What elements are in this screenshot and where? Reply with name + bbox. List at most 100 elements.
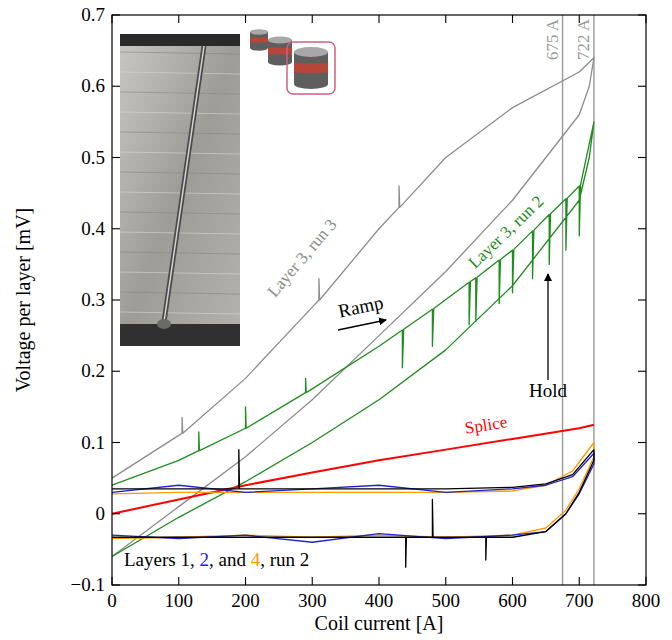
y-tick [112,442,120,443]
ticks [112,15,646,585]
y-tick [638,513,646,514]
photo-ground [120,34,240,346]
x-tick-label: 200 [231,590,260,611]
background [0,0,672,640]
x-tick [245,15,246,23]
y-tick [638,584,646,585]
x-tick [178,577,179,585]
y-tick-label: 0.1 [81,432,105,453]
annotation-arrow [338,320,386,330]
series-label: Layer 3, run 3 [264,215,341,301]
x-tick [312,15,313,23]
coil-highlight [287,42,335,94]
y-tick [112,228,120,229]
series-label: Layer 3, run 2 [465,192,548,272]
coil-band [268,48,292,55]
y-tick-label: 0.5 [81,147,105,168]
y-tick [638,371,646,372]
series-line [112,58,594,557]
coil-top [250,29,268,34]
x-tick [111,577,112,585]
annotation-part: 4 [251,549,261,570]
coil-band [250,38,268,43]
x-tick [378,15,379,23]
x-tick [111,15,112,23]
plot-frame [112,15,646,585]
coil-top [294,47,328,57]
photo-streak [120,232,240,234]
annotation-part: Layers 1, [124,549,199,570]
x-tick-label: 500 [432,590,461,611]
x-tick [312,577,313,585]
annotation-part: , run 2 [260,549,309,570]
annotation-text: Layers 1, 2, and 4, run 2 [124,549,309,570]
y-tick-label: 0.3 [81,289,105,310]
y-tick [638,157,646,158]
x-tick [579,577,580,585]
x-tick [245,577,246,585]
series-label: Splice [464,412,509,437]
y-tick [638,299,646,300]
photo-wire [164,46,204,322]
annotation-part: , and [209,549,251,570]
chart: 0100200300400500600700800−0.100.10.20.30… [0,0,672,640]
x-tick [445,577,446,585]
series-line [112,122,594,557]
inset-photo [120,34,240,346]
photo-streak [120,252,240,254]
series-line [112,453,594,542]
photo-streak [120,72,240,74]
x-tick-label: 600 [498,590,527,611]
y-tick [638,442,646,443]
y-tick-label: 0.4 [81,218,105,239]
y-tick-label: 0 [96,503,106,524]
coil-bottom [250,45,268,50]
annotation: Ramp [336,292,386,330]
x-tick-label: 300 [298,590,327,611]
x-axis-title: Coil current [A] [315,612,444,634]
coil-icons [250,29,335,94]
y-tick [112,14,120,15]
plot-area [112,15,594,585]
photo-streak [120,292,240,294]
photo-streak [120,92,240,94]
photo-streak [120,112,240,114]
y-tick [638,86,646,87]
x-tick-label: 100 [165,590,194,611]
coil-bottom [294,79,328,89]
series-line [112,425,594,514]
x-tick-label: 800 [632,590,661,611]
photo-streak [120,152,240,154]
x-tick-label: 700 [565,590,594,611]
y-tick [112,584,120,585]
coil-top [268,36,292,43]
y-tick [112,157,120,158]
y-tick [112,299,120,300]
y-tick [638,14,646,15]
x-tick [645,15,646,23]
reference-label: 675 A [543,18,562,60]
photo-streak [120,52,240,54]
annotation-arrow [547,274,548,380]
x-tick-label: 0 [107,590,117,611]
y-tick-label: 0.7 [81,4,105,25]
photo-band [120,324,240,346]
annotation-text: Ramp [336,292,385,322]
reference-label: 722 A [574,18,593,60]
x-tick [645,577,646,585]
x-tick [378,577,379,585]
y-tick [112,513,120,514]
annotation: Hold [529,274,568,401]
photo-streak [120,172,240,174]
photo-streak [120,312,240,314]
x-tick [512,577,513,585]
annotation-part: 2 [199,549,209,570]
x-tick-label: 400 [365,590,394,611]
annotation-text: Hold [529,380,568,401]
photo-streak [120,132,240,134]
y-tick-label: −0.1 [71,574,105,595]
annotation: Layers 1, 2, and 4, run 2 [124,549,309,570]
reference-line [593,15,594,585]
photo-streak [120,192,240,194]
y-tick-label: 0.2 [81,360,105,381]
